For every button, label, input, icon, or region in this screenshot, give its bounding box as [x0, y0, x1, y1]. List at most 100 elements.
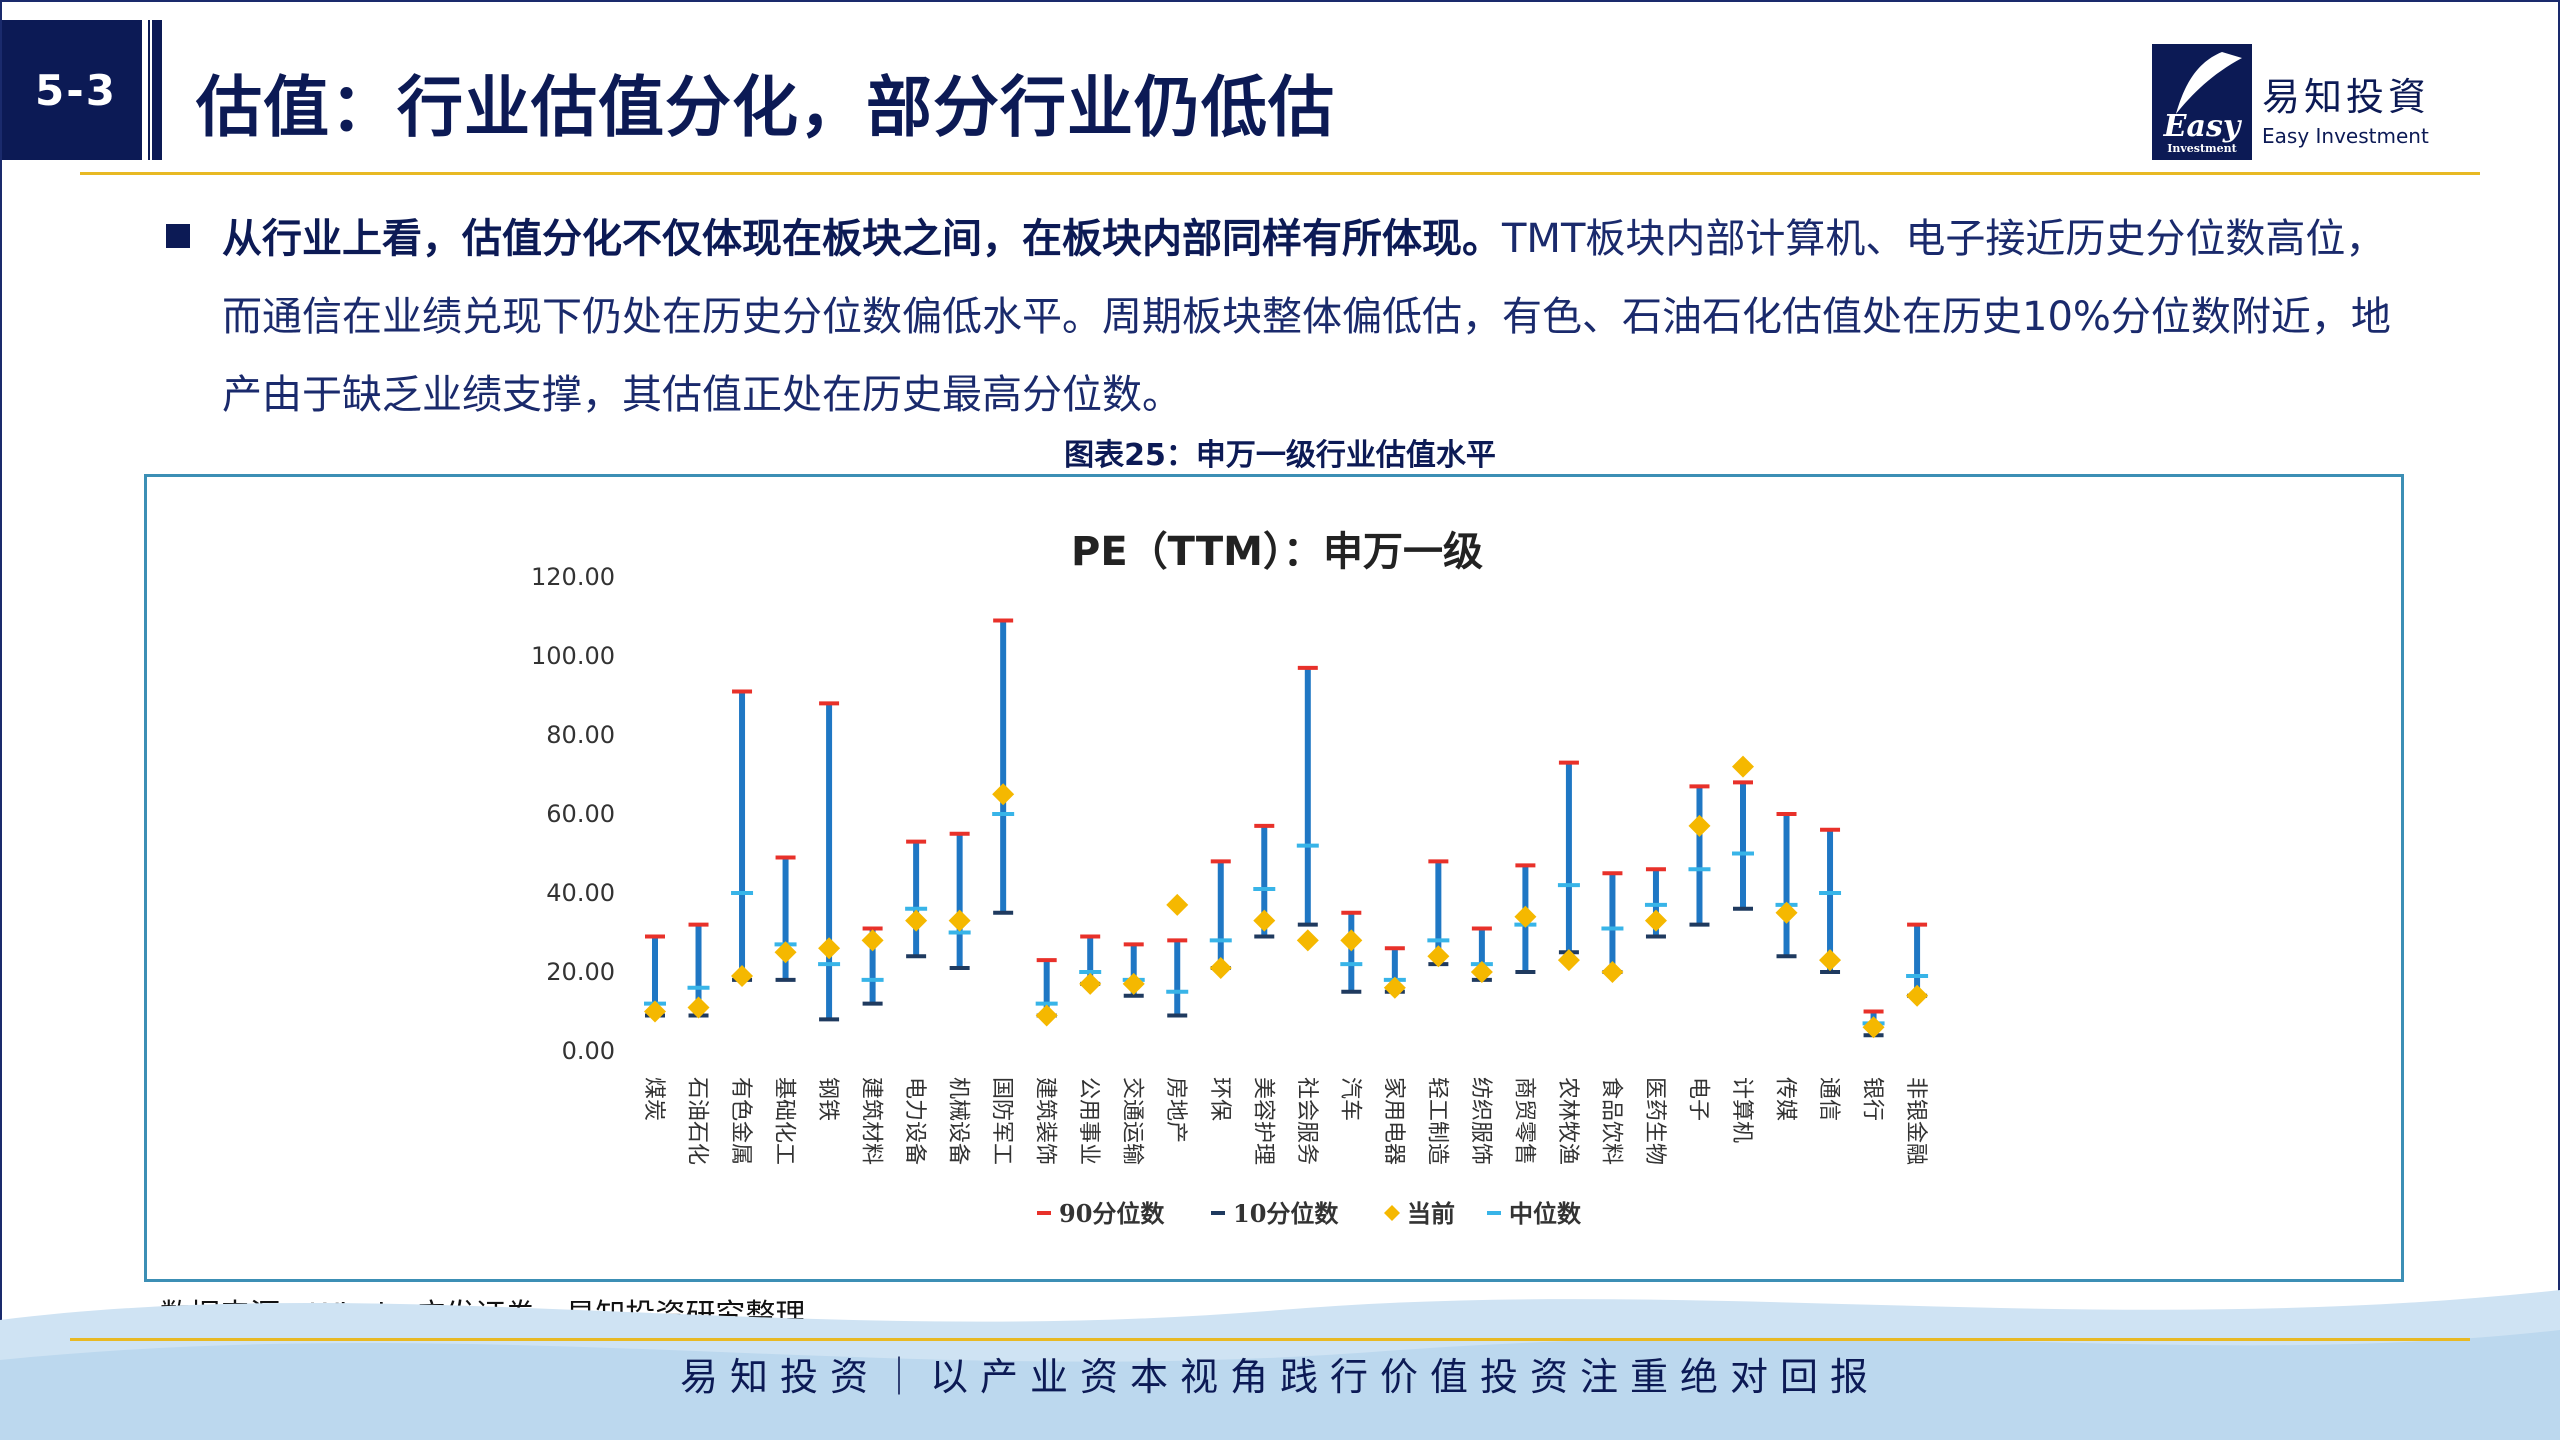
current-mark [1862, 1016, 1885, 1039]
current-mark [1035, 1004, 1058, 1027]
category-30 [1906, 922, 1929, 1007]
bullet-square-icon [166, 224, 190, 248]
x-tick-label: 基础化工 [772, 1077, 797, 1165]
current-mark [1601, 961, 1624, 983]
chart-container: PE（TTM）：申万一级 0.00 20.00 40.00 60.00 80.00 100… [144, 474, 2404, 1282]
x-tick-label: 商贸零售 [1511, 1077, 1536, 1165]
category-1 [644, 934, 666, 1023]
x-tick-label: 非银金融 [1903, 1077, 1928, 1165]
category-10 [1035, 958, 1058, 1027]
current-mark [861, 929, 884, 952]
current-mark [1253, 909, 1276, 932]
x-tick-label: 有色金属 [728, 1077, 753, 1165]
current-mark [1906, 984, 1929, 1007]
category-18 [1383, 946, 1406, 999]
legend-label: 90分位数 [1059, 1199, 1165, 1228]
x-tick-label: 房地产 [1163, 1077, 1188, 1143]
section-badge: 5-3 [2, 20, 150, 160]
current-mark [1383, 976, 1406, 999]
legend-label: 中位数 [1509, 1199, 1582, 1228]
category-7 [905, 839, 928, 959]
legend-item-4: 中位数 [1487, 1199, 1582, 1228]
page-title: 估值：行业估值分化，部分行业仍低估 [196, 69, 1335, 146]
chart-title: PE（TTM）：申万一级 [1071, 529, 1483, 575]
current-mark [992, 783, 1015, 806]
y-tick-label: 60.00 [546, 800, 615, 828]
logo-icon: Easy Investment [2152, 44, 2252, 160]
category-5 [818, 701, 841, 1022]
current-mark [1514, 905, 1537, 928]
x-tick-label: 煤炭 [641, 1077, 666, 1121]
current-mark [1427, 945, 1450, 968]
current-mark [1775, 901, 1798, 924]
x-tick-label: 石油石化 [685, 1077, 710, 1165]
current-mark [1688, 814, 1711, 837]
category-14 [1209, 859, 1232, 980]
legend-label: 当前 [1407, 1199, 1455, 1228]
category-16 [1296, 665, 1319, 952]
x-tick-label: 计算机 [1729, 1077, 1754, 1143]
category-11 [1079, 934, 1102, 995]
y-tick-label: 0.00 [562, 1037, 615, 1065]
category-23 [1601, 871, 1624, 983]
category-2 [687, 922, 710, 1019]
category-3 [731, 689, 754, 987]
y-tick-label: 80.00 [546, 721, 615, 749]
current-mark [818, 937, 841, 960]
x-tick-label: 环保 [1207, 1077, 1232, 1121]
legend-item-2: 10分位数 [1211, 1199, 1339, 1228]
x-tick-label: 农林牧渔 [1555, 1077, 1580, 1165]
category-8 [948, 831, 971, 971]
body-paragraph: 从行业上看，估值分化不仅体现在板块之间，在板块内部同样有所体现。TMT板块内部计… [222, 200, 2402, 434]
title-divider [80, 172, 2480, 175]
x-tick-label: 汽车 [1337, 1077, 1362, 1121]
category-19 [1427, 859, 1450, 968]
category-24 [1644, 867, 1667, 939]
badge-stripe-gap [142, 20, 148, 160]
category-15 [1253, 823, 1276, 939]
footer-tagline: 易知投资｜以产业资本视角践行价值投资注重绝对回报 [679, 1355, 1880, 1399]
y-tick-label: 20.00 [546, 958, 615, 986]
x-tick-label: 家用电器 [1381, 1077, 1406, 1165]
x-tick-label: 电子 [1685, 1077, 1710, 1121]
current-mark [1819, 949, 1842, 972]
legend-item-1: 90分位数 [1037, 1199, 1165, 1228]
current-mark [1557, 949, 1580, 972]
category-13 [1166, 893, 1189, 1018]
x-tick-label: 纺织服饰 [1468, 1077, 1493, 1165]
x-tick-label: 建筑材料 [859, 1077, 884, 1165]
category-22 [1557, 760, 1580, 972]
current-mark [687, 996, 710, 1019]
category-26 [1732, 755, 1754, 911]
logo-cn-text: 易知投資 [2262, 75, 2431, 119]
y-tick-label: 120.00 [531, 563, 615, 591]
legend-swatch [1384, 1205, 1400, 1221]
category-28 [1819, 827, 1842, 974]
current-mark [1209, 957, 1232, 980]
category-17 [1340, 910, 1363, 994]
figure-caption: 图表25：申万一级行业估值水平 [1064, 438, 1496, 473]
badge-stripe [152, 20, 162, 160]
x-tick-label: 机械设备 [946, 1077, 971, 1165]
category-21 [1514, 863, 1537, 974]
range-chart: PE（TTM）：申万一级 0.00 20.00 40.00 60.00 80.00 100… [531, 529, 1929, 1228]
footer-wave-decoration [0, 1290, 2560, 1440]
category-4 [774, 855, 797, 982]
category-20 [1470, 926, 1493, 983]
current-mark [644, 1000, 666, 1023]
current-mark [1470, 961, 1493, 983]
current-mark [731, 964, 754, 987]
category-29 [1862, 1009, 1885, 1039]
x-tick-label: 国防军工 [989, 1077, 1014, 1165]
current-mark [1079, 972, 1102, 995]
current-mark [1122, 972, 1145, 995]
x-tick-label: 通信 [1816, 1077, 1841, 1121]
category-9 [992, 618, 1015, 915]
category-27 [1775, 812, 1798, 959]
x-tick-label: 银行 [1860, 1077, 1885, 1121]
footer-divider [70, 1338, 2470, 1341]
category-6 [861, 926, 884, 1006]
logo-mark-text: Easy [2163, 109, 2243, 144]
x-tick-label: 公用事业 [1076, 1077, 1101, 1165]
current-mark [948, 909, 971, 932]
